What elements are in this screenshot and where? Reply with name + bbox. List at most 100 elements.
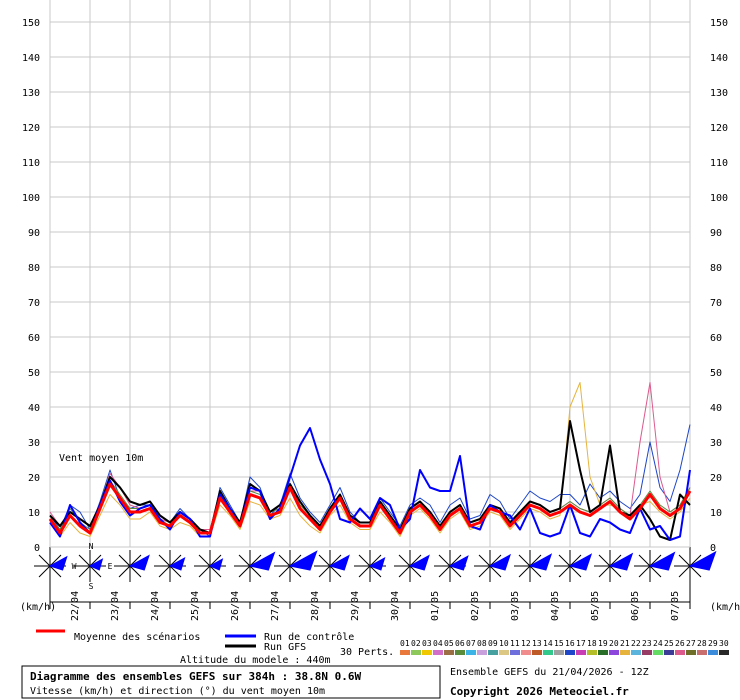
legend-pert-number: 03 [422, 639, 432, 648]
x-date-label: 28/04 [310, 591, 321, 621]
y-tick-label-left: 20 [28, 473, 40, 484]
legend-pert-number: 18 [587, 639, 597, 648]
wind-arrow [648, 551, 676, 571]
legend-pert-swatch [510, 650, 520, 655]
legend-pert-swatch [466, 650, 476, 655]
legend-perts-label: 30 Perts. [340, 647, 394, 658]
legend-pert-number: 21 [620, 639, 630, 648]
legend-pert-number: 16 [565, 639, 575, 648]
legend-pert-number: 10 [499, 639, 509, 648]
x-date-label: 22/04 [70, 591, 81, 621]
y-tick-label-left: 10 [28, 508, 40, 519]
y-tick-label-right: 0 [710, 543, 716, 554]
legend-pert-swatch [477, 650, 487, 655]
legend-pert-number: 05 [444, 639, 454, 648]
legend-pert-number: 17 [576, 639, 586, 648]
y-tick-label-left: 90 [28, 228, 40, 239]
wind-arrow [608, 552, 634, 571]
legend-pert-swatch [411, 650, 421, 655]
wind-arrow [328, 554, 350, 571]
legend-pert-number: 15 [554, 639, 564, 648]
y-tick-label-left: 120 [22, 123, 40, 134]
legend-pert-number: 13 [532, 639, 542, 648]
wind-arrow [448, 555, 469, 571]
compass-e: E [108, 562, 113, 571]
y-tick-label-left: 60 [28, 333, 40, 344]
legend-pert-number: 14 [543, 639, 553, 648]
x-date-label: 04/05 [550, 591, 561, 621]
legend-pert-swatch [675, 650, 685, 655]
y-tick-label-left: 140 [22, 53, 40, 64]
x-date-label: 01/05 [430, 591, 441, 621]
legend-pert-swatch [609, 650, 619, 655]
legend-pert-number: 06 [455, 639, 465, 648]
wind-arrow [248, 551, 276, 571]
legend-pert-swatch [433, 650, 443, 655]
y-tick-label-left: 100 [22, 193, 40, 204]
x-date-label: 02/05 [470, 591, 481, 621]
y-tick-label-right: 50 [710, 368, 722, 379]
wind-arrow [88, 558, 104, 571]
legend-pert-swatch [532, 650, 542, 655]
y-axis-ticks: 0 0 10 10 20 20 30 30 40 40 50 50 60 60 70 70 80 80 90 90 10… [22, 18, 728, 554]
x-date-label: 07/05 [670, 591, 681, 621]
legend-pert-number: 27 [686, 639, 696, 648]
legend-pert-swatch [642, 650, 652, 655]
y-tick-label-right: 110 [710, 158, 728, 169]
legend-pert-number: 07 [466, 639, 476, 648]
y-tick-label-left: 30 [28, 438, 40, 449]
legend-pert-number: 30 [719, 639, 729, 648]
wind-direction-row: N S E W [34, 542, 717, 591]
legend-pert-swatch [653, 650, 663, 655]
y-tick-label-right: 140 [710, 53, 728, 64]
legend-pert-number: 25 [664, 639, 674, 648]
series-line [48, 482, 692, 535]
wind-arrow [288, 550, 318, 571]
legend-pert-swatch [697, 650, 707, 655]
legend-pert-swatch [587, 650, 597, 655]
run-label: Ensemble GEFS du 21/04/2026 - 12Z [450, 667, 649, 678]
y-tick-label-left: 80 [28, 263, 40, 274]
legend-pert-swatch [708, 650, 718, 655]
legend-pert-number: 12 [521, 639, 531, 648]
wind-arrow [128, 554, 150, 571]
x-date-label: 27/04 [270, 591, 281, 621]
compass-s: S [89, 582, 94, 591]
legend-pert-swatch [488, 650, 498, 655]
y-tick-label-right: 150 [710, 18, 728, 29]
y-tick-label-right: 130 [710, 88, 728, 99]
series-line [49, 427, 691, 541]
legend-pert-number: 29 [708, 639, 718, 648]
series-line [49, 382, 691, 537]
chart-series [48, 382, 692, 541]
legend-pert-number: 20 [609, 639, 619, 648]
legend-pert-swatch [576, 650, 586, 655]
wind-arrow [168, 556, 186, 571]
y-tick-label-left: 130 [22, 88, 40, 99]
wind-arrow [208, 558, 224, 571]
legend-pert-swatch [554, 650, 564, 655]
legend: Moyenne des scénarios Run de contrôle Ru… [36, 629, 729, 658]
compass-w: W [72, 562, 77, 571]
series-line [49, 420, 691, 541]
series-label: Vent moyen 10m [59, 453, 143, 464]
y-tick-label-right: 100 [710, 193, 728, 204]
legend-pert-swatch [543, 650, 553, 655]
x-axis-date-labels: 22/04 23/04 24/04 25/04 26/04 27/04 28/04 29/04… [70, 591, 681, 621]
x-date-label: 29/04 [350, 591, 361, 621]
legend-pert-number: 28 [697, 639, 707, 648]
y-tick-label-right: 10 [710, 508, 722, 519]
y-tick-label-left: 40 [28, 403, 40, 414]
legend-pert-swatch [719, 650, 729, 655]
chart-subtitle: Vitesse (km/h) et direction (°) du vent … [30, 686, 325, 697]
wind-arrow [48, 555, 68, 571]
legend-pert-number: 22 [631, 639, 641, 648]
y-tick-label-right: 80 [710, 263, 722, 274]
y-tick-label-left: 110 [22, 158, 40, 169]
legend-pert-swatch [664, 650, 674, 655]
y-tick-label-left: 0 [34, 543, 40, 554]
legend-gfs-label: Run GFS [264, 642, 306, 653]
y-tick-label-right: 70 [710, 298, 722, 309]
legend-pert-swatch [455, 650, 465, 655]
